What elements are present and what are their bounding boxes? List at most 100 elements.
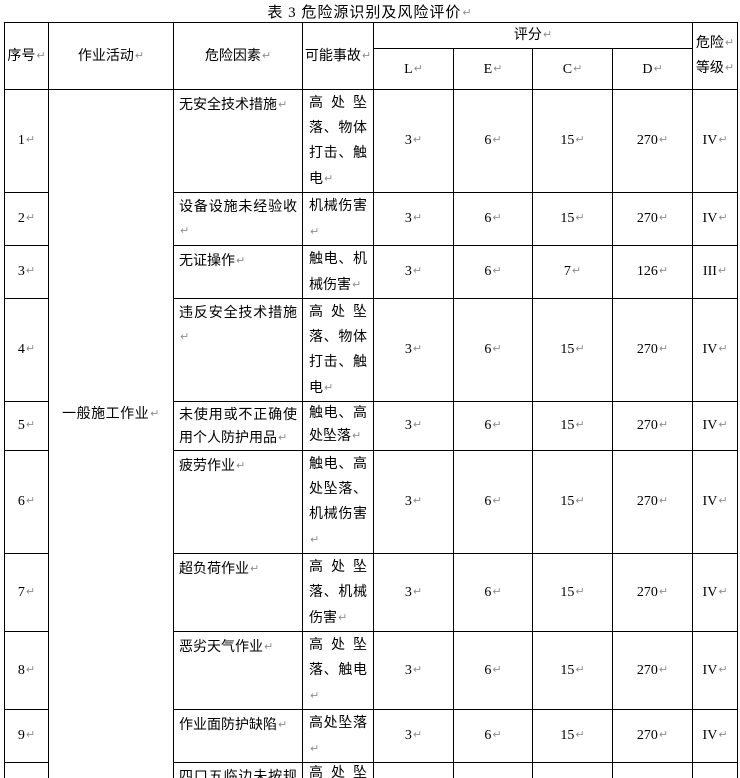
hazard-text: 作业面防护缺陷 [179, 718, 277, 733]
no-cell: 3↵ [4, 245, 49, 299]
paragraph-mark: ↵ [575, 133, 585, 146]
accident-text: 机械伤害 [309, 199, 367, 214]
accident-text: 触电、机械伤害 [309, 252, 367, 293]
paragraph-mark: ↵ [575, 584, 585, 598]
activity-text: 一般施工作业 [62, 407, 150, 422]
paragraph-mark: ↵ [575, 728, 585, 741]
paragraph-mark: ↵ [542, 28, 553, 41]
hazard-text: 四口五临边未按规定防护 [179, 770, 297, 778]
score-c: 15 [560, 133, 575, 148]
paragraph-mark: ↵ [310, 742, 320, 755]
score-e-cell: 6↵ [453, 762, 533, 778]
row-no: 5 [17, 418, 25, 433]
score-d-cell: 270↵ [611, 553, 694, 632]
score-e-cell: 6↵ [453, 298, 533, 402]
accident-cell: 高处坠落 ↵ [302, 709, 374, 763]
score-l-cell: 3↵ [373, 298, 454, 402]
grade-cell: III↵ [692, 245, 739, 299]
paragraph-mark: ↵ [278, 718, 288, 731]
paragraph-mark: ↵ [717, 264, 728, 277]
paragraph-mark: ↵ [278, 431, 288, 444]
paragraph-mark: ↵ [492, 662, 502, 676]
paragraph-mark: ↵ [25, 211, 36, 224]
paragraph-mark: ↵ [413, 61, 423, 75]
paragraph-mark: ↵ [236, 459, 246, 472]
paragraph-mark: ↵ [658, 133, 669, 146]
paragraph-mark: ↵ [493, 61, 503, 75]
score-c: 15 [560, 584, 575, 600]
score-c: 15 [560, 211, 575, 226]
score-e: 6 [484, 584, 492, 600]
header-score-group: 评分↵ [372, 22, 694, 49]
accident-text: 高处坠落、摔伤、扭伤、物体打击 [309, 766, 367, 778]
paragraph-mark: ↵ [25, 662, 36, 676]
paragraph-mark: ↵ [658, 264, 669, 277]
score-d-cell: 270↵ [611, 709, 694, 763]
paragraph-mark: ↵ [718, 494, 728, 507]
score-d: 270 [636, 342, 658, 357]
accident-cell: 高处坠落、触电 ↵ [302, 631, 374, 710]
paragraph-mark: ↵ [278, 98, 288, 111]
paragraph-mark: ↵ [658, 494, 669, 507]
header-score-text: 评分 [513, 28, 542, 43]
paragraph-mark: ↵ [310, 533, 320, 546]
hazard-cell: 设备设施未经验收 ↵ [173, 192, 303, 246]
hazard-cell: 无安全技术措施↵ [173, 89, 303, 193]
score-c: 15 [560, 494, 575, 509]
score-l: 3 [404, 662, 412, 678]
paragraph-mark: ↵ [658, 728, 669, 741]
header-activity: 作业活动↵ [48, 22, 174, 90]
score-c: 7 [563, 264, 571, 279]
header-score-L: L↵ [373, 48, 454, 90]
accident-cell: 高处坠落、物体打击、触电↵ [302, 298, 374, 402]
paragraph-mark: ↵ [134, 48, 145, 62]
table-row: 2↵ 设备设施未经验收↵ 机械伤害↵ 3↵ 6↵ 15↵ 270↵ IV↵ [4, 192, 739, 246]
grade-text: IV [702, 133, 718, 148]
paragraph-mark: ↵ [575, 662, 585, 676]
paragraph-mark: ↵ [25, 728, 36, 741]
paragraph-mark: ↵ [361, 48, 372, 62]
paragraph-mark: ↵ [412, 418, 423, 431]
paragraph-mark: ↵ [492, 494, 502, 507]
paragraph-mark: ↵ [180, 330, 190, 343]
paragraph-mark: ↵ [573, 61, 583, 75]
score-c-cell: 15↵ [532, 192, 613, 246]
hazard-cell: 未使用或不正确使用个人防护用品↵ [173, 401, 303, 451]
paragraph-mark: ↵ [236, 254, 246, 267]
header-grade-line1: 危险↵ [694, 31, 737, 56]
score-l: 3 [404, 728, 412, 743]
no-cell: 4↵ [4, 298, 49, 402]
accident-text: 触电、高处坠落 [309, 406, 367, 444]
paragraph-mark: ↵ [25, 494, 36, 507]
score-d-cell: 270↵ [611, 192, 694, 246]
hazard-cell: 超负荷作业↵ [173, 553, 303, 632]
header-no: 序号↵ [4, 22, 49, 90]
score-d-cell: 270↵ [611, 89, 694, 193]
score-c-cell: 15↵ [532, 553, 613, 632]
row-no: 2 [17, 211, 25, 226]
no-cell: 2↵ [4, 192, 49, 246]
paragraph-mark: ↵ [25, 264, 36, 277]
score-d: 270 [636, 662, 658, 678]
accident-cell: 触电、机械伤害↵ [302, 245, 374, 299]
score-e-cell: 6↵ [453, 450, 533, 554]
header-grade-line2: 等级↵ [694, 56, 737, 81]
accident-text: 高处坠落、物体打击、触电 [309, 305, 367, 396]
paragraph-mark: ↵ [718, 728, 728, 741]
no-cell: 10↵ [4, 762, 49, 778]
table-row: 6↵ 疲劳作业↵ 触电、高处坠落、机械伤害↵ 3↵ 6↵ 15↵ 270↵ IV… [4, 450, 739, 554]
score-e: 6 [484, 264, 492, 279]
row-no: 6 [17, 494, 25, 509]
grade-cell: IV↵ [692, 450, 739, 554]
score-e-cell: 6↵ [453, 89, 533, 193]
paragraph-mark: ↵ [352, 278, 362, 291]
no-cell: 6↵ [4, 450, 49, 554]
score-d-cell: 270↵ [611, 401, 694, 451]
score-l: 3 [404, 342, 412, 357]
score-c-cell: 15↵ [532, 709, 613, 763]
score-e-cell: 6↵ [453, 192, 533, 246]
score-l-cell: 3↵ [373, 553, 454, 632]
paragraph-mark: ↵ [658, 342, 669, 355]
score-e: 6 [484, 342, 492, 357]
paragraph-mark: ↵ [658, 662, 669, 676]
